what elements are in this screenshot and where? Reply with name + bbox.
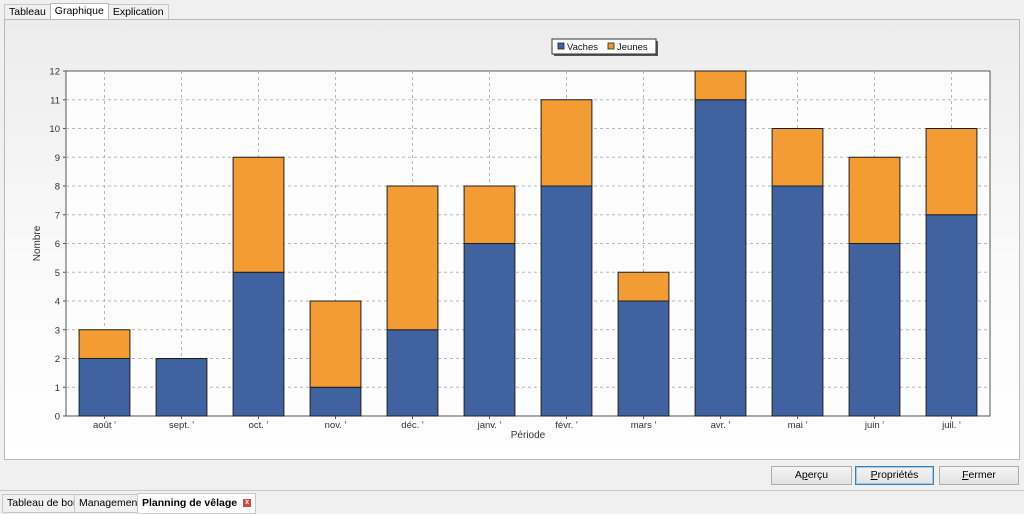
- apercu-button[interactable]: Aperçu: [771, 466, 852, 485]
- x-tick-label: déc. ': [401, 420, 424, 431]
- x-tick-label: juin ': [864, 420, 884, 431]
- y-tick-label: 1: [55, 383, 60, 394]
- tab-graphique[interactable]: Graphique: [49, 3, 109, 20]
- bar-jeunes: [386, 185, 439, 331]
- tab-tableau[interactable]: Tableau: [4, 4, 51, 20]
- bar-vaches: [463, 243, 516, 417]
- bar-vaches: [848, 243, 901, 417]
- view-tabs: Tableau Graphique Explication: [4, 3, 169, 20]
- fermer-button[interactable]: Fermer: [939, 466, 1019, 485]
- fermer-label-mnemonic: F: [962, 469, 969, 481]
- y-tick-label: 4: [55, 297, 60, 308]
- bar-vaches: [925, 214, 978, 417]
- apercu-label-pre: A: [794, 469, 802, 481]
- legend-label-jeunes: Jeunes: [617, 42, 648, 53]
- legend-swatch-jeunes: [607, 42, 615, 50]
- bar-jeunes: [694, 70, 747, 101]
- bar-vaches: [694, 99, 747, 417]
- bar-jeunes: [78, 329, 131, 359]
- bar-jeunes: [540, 99, 593, 187]
- bottom-tab-bar: Tableau de bord Management Planning de v…: [0, 490, 1024, 514]
- y-tick-label: 5: [55, 268, 60, 279]
- close-tab-icon[interactable]: x: [243, 499, 252, 508]
- proprietes-label-mnemonic: P: [870, 469, 878, 481]
- y-tick-label: 12: [49, 67, 60, 78]
- legend-swatch-vaches: [557, 42, 565, 50]
- y-tick-label: 7: [55, 210, 60, 221]
- proprietes-button[interactable]: Propriétés: [855, 466, 934, 485]
- bottom-tab-tableau-de-bord[interactable]: Tableau de bord: [2, 494, 88, 513]
- apercu-label-mnemonic: p: [801, 469, 808, 481]
- legend-box: [551, 38, 657, 55]
- bar-vaches: [232, 271, 285, 417]
- x-tick-label: avr. ': [711, 420, 731, 431]
- x-tick-label: nov. ': [325, 420, 347, 431]
- apercu-label-post: erçu: [807, 469, 829, 481]
- bar-jeunes: [771, 128, 824, 187]
- x-tick-label: sept. ': [169, 420, 194, 431]
- y-tick-label: 2: [55, 354, 60, 365]
- chart-panel: 0 1 2 3 4 5 6 7 8 9 10 11 12 août ' sept. ' oct. ' nov. …: [4, 19, 1020, 460]
- bar-jeunes: [617, 271, 670, 302]
- bar-vaches: [617, 300, 670, 417]
- bottom-tab-management[interactable]: Management: [74, 494, 146, 513]
- bar-jeunes: [463, 185, 516, 244]
- x-tick-label: août ': [93, 420, 116, 431]
- y-tick-label: 9: [55, 153, 60, 164]
- x-tick-label: janv. ': [477, 420, 502, 431]
- y-tick-label: 0: [55, 412, 60, 423]
- y-tick-label: 8: [55, 182, 60, 193]
- bar-vaches: [78, 358, 131, 417]
- bottom-tab-planning-label: Planning de vêlage: [142, 497, 238, 509]
- x-tick-label: juil. ': [941, 420, 961, 431]
- bar-vaches: [771, 185, 824, 417]
- bar-jeunes: [925, 128, 978, 216]
- fermer-label-post: ermer: [968, 469, 996, 481]
- bar-jeunes: [232, 156, 285, 273]
- x-tick-label: mars ': [631, 420, 657, 431]
- y-tick-label: 6: [55, 239, 60, 250]
- x-axis-title: Période: [511, 430, 546, 441]
- y-tick-label: 10: [49, 124, 60, 135]
- x-tick-label: mai ': [788, 420, 808, 431]
- proprietes-label-post: ropriétés: [877, 469, 919, 481]
- bar-jeunes: [309, 300, 362, 388]
- x-tick-label: févr. ': [555, 420, 578, 431]
- bar-vaches: [386, 329, 439, 417]
- bottom-tab-planning-de-velage[interactable]: Planning de vêlage x: [137, 493, 257, 514]
- y-tick-label: 11: [50, 95, 60, 106]
- tab-explication[interactable]: Explication: [107, 4, 169, 20]
- y-tick-label: 3: [55, 325, 60, 336]
- bar-jeunes: [848, 156, 901, 244]
- bar-vaches: [309, 386, 362, 417]
- y-axis-title: Nombre: [32, 225, 43, 261]
- bar-vaches: [540, 185, 593, 417]
- x-tick-label: oct. ': [249, 420, 269, 431]
- legend-label-vaches: Vaches: [567, 42, 598, 53]
- bar-vaches: [155, 358, 208, 417]
